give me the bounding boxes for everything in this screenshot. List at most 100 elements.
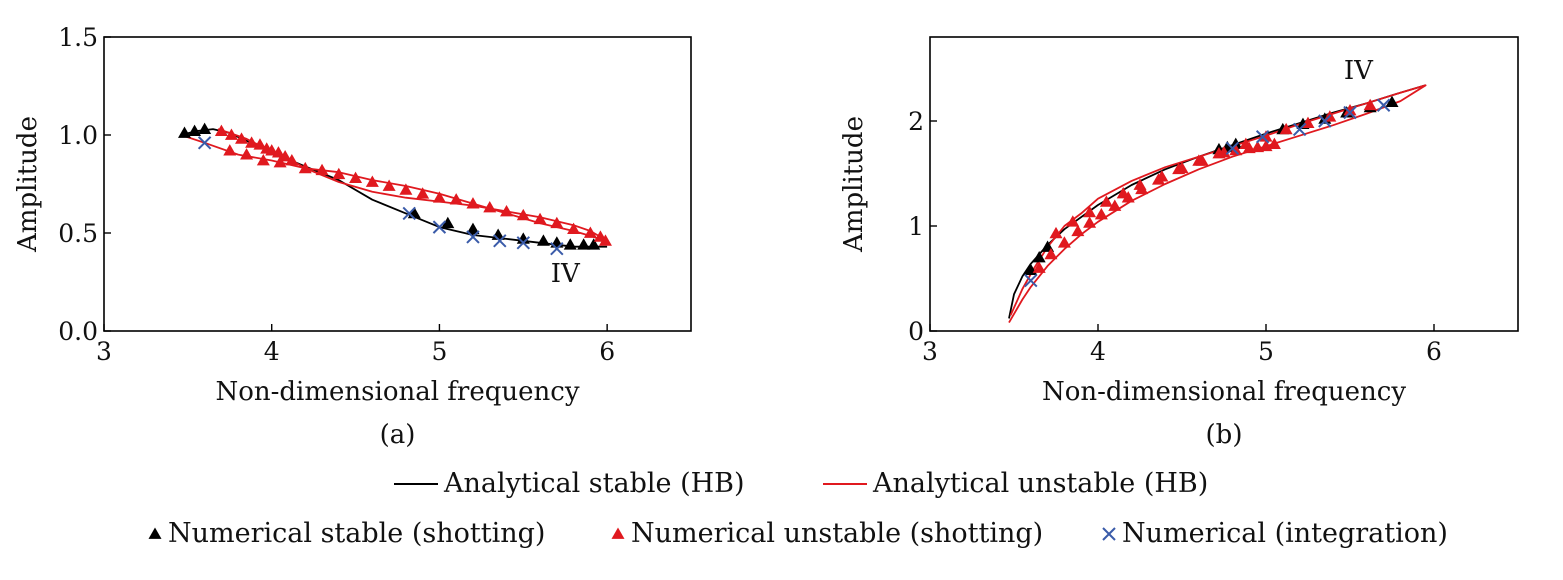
data-point-triangle — [1032, 251, 1046, 263]
data-point-cross — [1292, 122, 1307, 137]
y-tick-label: 2 — [908, 107, 924, 136]
panel-b: 3 4 5 6 0 1 2 Non-dimensional frequency Amplitud… — [839, 36, 1519, 450]
data-point-triangle — [214, 124, 228, 136]
legend-item: Numerical (integration) — [1102, 518, 1448, 549]
data-point-triangle — [567, 222, 581, 234]
legend-label: Numerical unstable (shotting) — [631, 518, 1043, 549]
data-point-triangle — [315, 163, 329, 176]
series-line-stable — [1008, 84, 1426, 319]
cross-stroke — [197, 136, 212, 150]
data-point-triangle — [1175, 161, 1189, 174]
data-point-triangle — [432, 191, 446, 203]
data-point-triangle — [550, 236, 564, 248]
data-point-cross — [1343, 105, 1357, 120]
data-point-cross — [1318, 114, 1332, 128]
data-point-triangle — [245, 136, 259, 148]
data-point-cross — [402, 206, 416, 221]
y-axis-label: Amplitude — [839, 116, 869, 253]
data-point-triangle — [298, 161, 312, 174]
legend-label: Numerical (integration) — [1122, 518, 1448, 549]
data-point-cross — [432, 220, 447, 234]
data-point-cross — [1376, 98, 1391, 112]
data-point-cross — [1225, 141, 1240, 156]
cross-stroke — [1318, 114, 1332, 128]
plot-frame — [103, 36, 692, 332]
cross-stroke — [1292, 122, 1307, 137]
data-point-triangle — [1049, 226, 1063, 239]
cross-stroke — [466, 230, 480, 244]
data-point-triangle — [188, 124, 202, 136]
annotation-label: IV — [1344, 56, 1374, 86]
data-point-triangle — [178, 126, 192, 138]
panel-label: (b) — [1206, 420, 1243, 450]
data-point-cross — [1024, 273, 1038, 288]
data-point-triangle — [577, 238, 591, 250]
x-axis-label: Non-dimensional frequency — [1042, 377, 1406, 407]
data-point-triangle — [271, 146, 285, 158]
cross-stroke — [1225, 141, 1240, 156]
series-line-unstable — [1008, 84, 1427, 324]
data-point-cross — [493, 234, 507, 248]
legend-label: Analytical unstable (HB) — [872, 468, 1208, 499]
cross-stroke — [516, 236, 530, 250]
cross-stroke — [1343, 105, 1357, 120]
data-point-triangle — [273, 155, 287, 168]
y-tick-label: 0.5 — [58, 219, 98, 248]
data-point-triangle — [1155, 170, 1169, 182]
x-axis-label: Non-dimensional frequency — [215, 377, 579, 407]
legend-label: Numerical stable (shotting) — [168, 518, 545, 549]
data-point-triangle — [1108, 199, 1122, 211]
x-tick-label: 3 — [922, 337, 938, 366]
data-point-triangle — [550, 216, 564, 229]
data-point-triangle — [563, 238, 577, 250]
data-point-triangle — [399, 183, 413, 195]
plot-area — [1008, 84, 1427, 324]
data-point-triangle — [223, 144, 237, 156]
data-point-triangle — [332, 167, 346, 180]
data-point-triangle — [278, 150, 292, 162]
data-point-triangle — [349, 171, 363, 183]
data-point-triangle — [235, 132, 249, 144]
data-point-cross — [1255, 130, 1270, 144]
data-point-triangle — [483, 201, 497, 213]
data-point-triangle — [583, 226, 597, 238]
data-point-triangle — [1363, 98, 1377, 111]
x-tick-label: 5 — [1258, 337, 1274, 366]
data-point-triangle — [198, 122, 212, 134]
data-point-triangle — [256, 153, 270, 166]
data-point-triangle — [224, 128, 238, 140]
data-point-triangle — [1259, 130, 1273, 142]
x-tick-label: 5 — [431, 337, 447, 366]
data-point-triangle — [1083, 205, 1097, 218]
x-tick-label: 6 — [1426, 337, 1442, 366]
legend-item: Numerical stable (shotting) — [148, 518, 545, 549]
data-point-triangle — [587, 238, 601, 250]
data-point-triangle — [1116, 186, 1130, 199]
data-point-triangle — [382, 179, 396, 191]
cross-stroke — [493, 234, 507, 248]
plot-area — [178, 122, 612, 256]
data-point-triangle — [1044, 247, 1058, 260]
legend-label: Analytical stable (HB) — [443, 468, 745, 499]
legend-item: Analytical stable (HB) — [394, 468, 745, 499]
x-tick-label: 6 — [599, 337, 615, 366]
data-point-triangle — [1195, 154, 1209, 166]
annotation-label: IV — [551, 259, 581, 289]
cross-stroke — [1376, 98, 1391, 112]
data-point-triangle — [536, 234, 550, 246]
data-point-triangle — [1133, 178, 1147, 190]
series-line-stable — [180, 128, 608, 248]
data-point-triangle — [598, 234, 612, 246]
legend: Analytical stable (HB) Analytical unstabl… — [148, 468, 1448, 549]
data-point-triangle — [285, 153, 299, 166]
data-point-cross — [550, 241, 564, 256]
data-point-triangle — [1229, 137, 1243, 149]
data-point-triangle — [1032, 261, 1046, 273]
data-point-triangle — [1267, 137, 1281, 149]
cross-stroke — [1102, 527, 1116, 541]
series-line-unstable — [180, 128, 608, 244]
data-point-triangle — [466, 222, 480, 234]
data-point-triangle — [1343, 104, 1357, 116]
